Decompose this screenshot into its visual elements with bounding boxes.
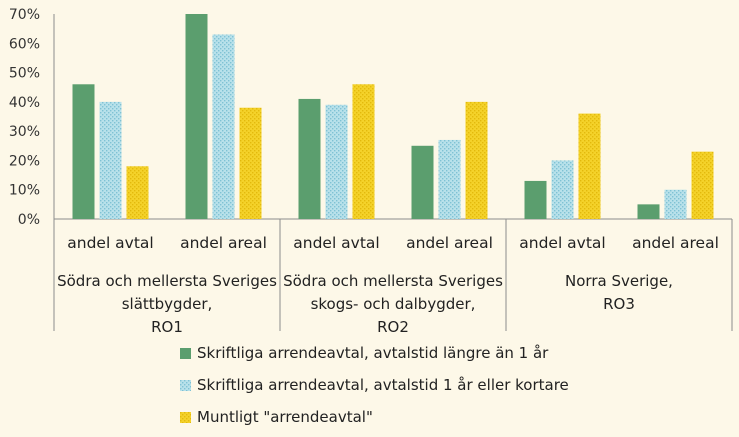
bar-s3-c1 <box>126 166 149 219</box>
y-tick-label: 10% <box>9 183 40 199</box>
y-tick-label: 20% <box>9 153 40 169</box>
legend-label: Skriftliga arrendeavtal, avtalstid längr… <box>197 344 549 362</box>
group-label: slättbygder, <box>122 295 213 313</box>
category-label: andel areal <box>406 234 493 252</box>
bar-s2-c3 <box>325 104 348 219</box>
y-tick-label: 0% <box>18 212 40 228</box>
bar-s3-c4 <box>465 101 488 219</box>
bars <box>72 14 714 220</box>
y-tick-label: 70% <box>9 7 40 23</box>
group-label: skogs- och dalbygder, <box>311 295 476 313</box>
category-label: andel avtal <box>293 234 379 252</box>
category-label: andel avtal <box>519 234 605 252</box>
legend: Skriftliga arrendeavtal, avtalstid längr… <box>180 344 569 426</box>
bar-s1-c3 <box>298 98 321 219</box>
bar-s1-c5 <box>524 180 547 219</box>
bar-s2-c5 <box>551 160 574 219</box>
bar-s2-c4 <box>438 139 461 219</box>
y-tick-label: 40% <box>9 95 40 111</box>
bar-s2-c6 <box>664 189 687 219</box>
bar-s3-c6 <box>691 151 714 219</box>
bar-s1-c2 <box>185 14 208 219</box>
bar-s1-c4 <box>411 145 434 219</box>
bar-s1-c1 <box>72 84 95 220</box>
legend-swatch <box>180 412 191 423</box>
category-label: andel avtal <box>67 234 153 252</box>
legend-label: Skriftliga arrendeavtal, avtalstid 1 år … <box>197 376 569 394</box>
group-label: Norra Sverige, <box>565 272 673 290</box>
bar-s2-c1 <box>99 101 122 219</box>
axes <box>53 14 733 331</box>
legend-swatch <box>180 348 191 359</box>
legend-label: Muntligt "arrendeavtal" <box>197 408 373 426</box>
bar-s2-c2 <box>212 34 235 219</box>
bar-s3-c2 <box>239 107 262 219</box>
legend-swatch <box>180 380 191 391</box>
bar-s3-c3 <box>352 84 375 220</box>
y-tick-label: 30% <box>9 124 40 140</box>
category-label: andel areal <box>632 234 719 252</box>
y-tick-label: 50% <box>9 66 40 82</box>
y-tick-label: 60% <box>9 36 40 52</box>
group-label: RO3 <box>603 295 635 313</box>
x-axis-labels: andel avtal andel areal andel avtal andel a… <box>57 234 719 336</box>
bar-s3-c5 <box>578 113 601 219</box>
group-label: RO2 <box>377 318 409 336</box>
y-axis-tick-labels: 0% 10% 20% 30% 40% 50% 60% 70% <box>9 7 40 228</box>
category-label: andel areal <box>180 234 267 252</box>
group-label: RO1 <box>151 318 183 336</box>
group-label: Södra och mellersta Sveriges <box>57 272 277 290</box>
group-label: Södra och mellersta Sveriges <box>283 272 503 290</box>
bar-s1-c6 <box>637 204 660 219</box>
